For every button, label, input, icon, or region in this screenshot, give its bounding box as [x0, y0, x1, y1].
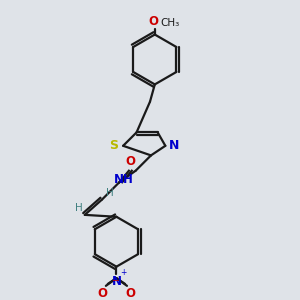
- Text: N: N: [111, 275, 122, 288]
- Text: O: O: [97, 287, 107, 300]
- Text: CH₃: CH₃: [160, 18, 180, 28]
- Text: S: S: [109, 139, 118, 152]
- Text: +: +: [120, 268, 127, 277]
- Text: NH: NH: [114, 173, 134, 186]
- Text: O: O: [126, 287, 136, 300]
- Text: H: H: [75, 203, 83, 213]
- Text: −: −: [111, 276, 118, 285]
- Text: N: N: [169, 139, 180, 152]
- Text: O: O: [126, 155, 136, 168]
- Text: H: H: [106, 188, 114, 198]
- Text: O: O: [148, 15, 158, 28]
